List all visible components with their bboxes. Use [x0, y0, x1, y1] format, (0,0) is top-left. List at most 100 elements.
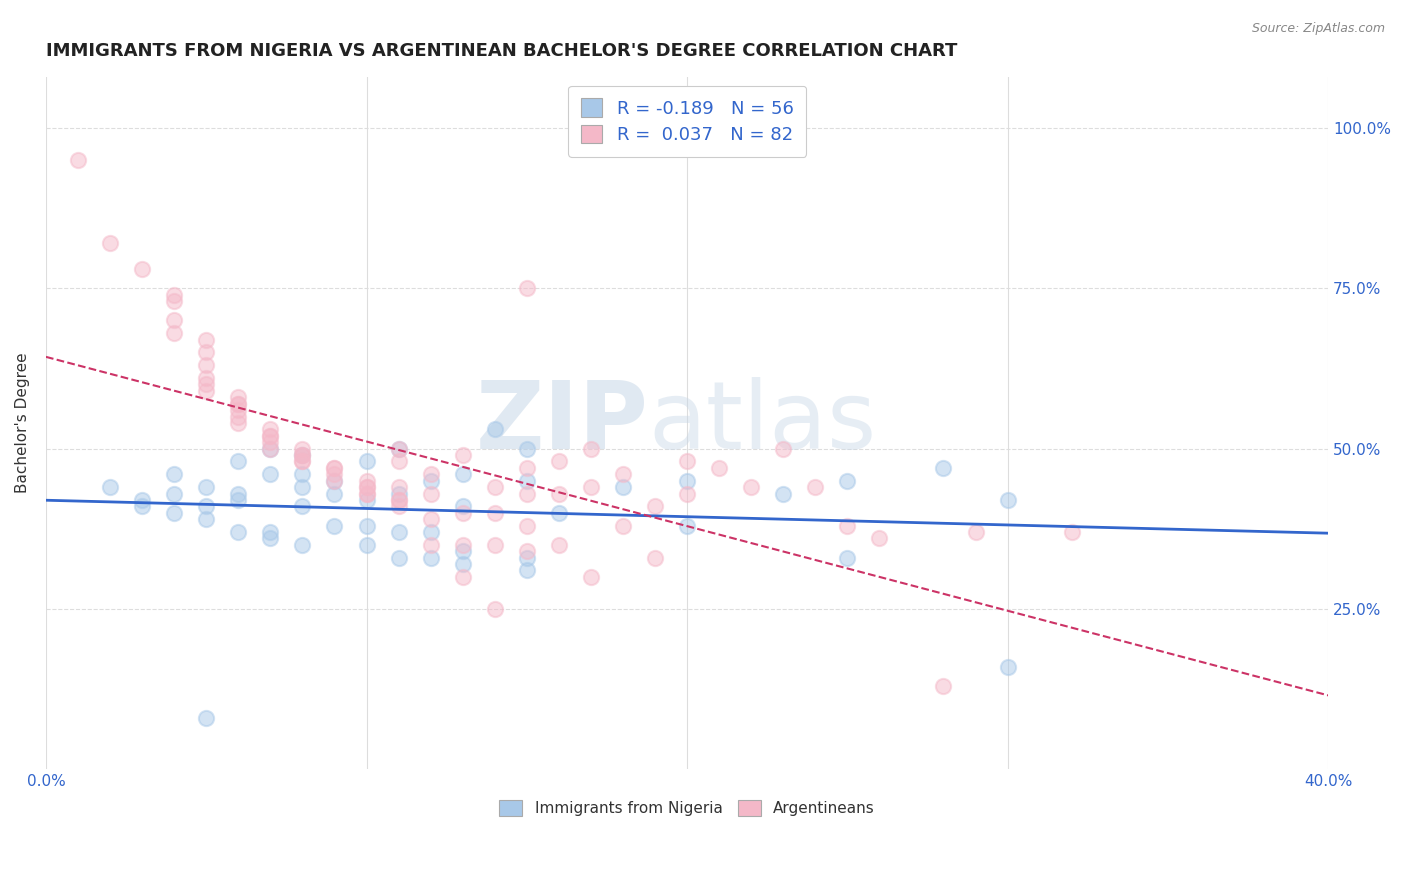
Point [356, 486, 378, 500]
Point [387, 486, 409, 500]
Point [163, 287, 186, 301]
Point [131, 262, 153, 277]
Point [932, 460, 955, 475]
Point [387, 454, 409, 468]
Point [323, 518, 346, 533]
Point [451, 538, 474, 552]
Point [868, 532, 890, 546]
Point [451, 467, 474, 482]
Point [356, 518, 378, 533]
Point [804, 480, 827, 494]
Point [356, 538, 378, 552]
Point [484, 538, 506, 552]
Point [291, 448, 314, 462]
Point [131, 492, 153, 507]
Point [163, 313, 186, 327]
Point [323, 486, 346, 500]
Point [387, 442, 409, 456]
Text: ZIP: ZIP [475, 377, 648, 469]
Point [195, 358, 218, 372]
Point [707, 460, 730, 475]
Point [98, 236, 121, 251]
Point [612, 467, 634, 482]
Point [163, 294, 186, 309]
Point [356, 480, 378, 494]
Point [291, 454, 314, 468]
Point [195, 384, 218, 398]
Point [195, 480, 218, 494]
Point [387, 442, 409, 456]
Point [195, 512, 218, 526]
Point [419, 512, 441, 526]
Point [259, 532, 281, 546]
Point [195, 371, 218, 385]
Point [323, 467, 346, 482]
Point [419, 524, 441, 539]
Point [226, 390, 249, 404]
Point [323, 474, 346, 488]
Point [387, 492, 409, 507]
Point [419, 550, 441, 565]
Point [356, 486, 378, 500]
Point [676, 486, 699, 500]
Point [740, 480, 762, 494]
Point [291, 448, 314, 462]
Point [837, 474, 859, 488]
Point [997, 492, 1019, 507]
Point [291, 480, 314, 494]
Point [676, 474, 699, 488]
Point [579, 480, 602, 494]
Point [451, 506, 474, 520]
Point [484, 602, 506, 616]
Point [226, 492, 249, 507]
Point [772, 442, 794, 456]
Point [516, 460, 538, 475]
Point [419, 486, 441, 500]
Y-axis label: Bachelor's Degree: Bachelor's Degree [15, 352, 30, 493]
Point [516, 486, 538, 500]
Point [259, 442, 281, 456]
Point [195, 500, 218, 514]
Point [356, 454, 378, 468]
Point [484, 480, 506, 494]
Point [612, 480, 634, 494]
Point [451, 448, 474, 462]
Point [676, 518, 699, 533]
Point [612, 518, 634, 533]
Point [387, 480, 409, 494]
Point [226, 409, 249, 424]
Point [195, 333, 218, 347]
Point [98, 480, 121, 494]
Point [131, 500, 153, 514]
Point [772, 486, 794, 500]
Point [163, 467, 186, 482]
Point [547, 486, 569, 500]
Point [259, 467, 281, 482]
Point [163, 486, 186, 500]
Point [484, 422, 506, 436]
Point [195, 711, 218, 725]
Point [451, 557, 474, 571]
Point [291, 442, 314, 456]
Point [291, 538, 314, 552]
Text: atlas: atlas [648, 377, 877, 469]
Point [837, 518, 859, 533]
Point [579, 442, 602, 456]
Point [484, 506, 506, 520]
Point [387, 492, 409, 507]
Point [579, 570, 602, 584]
Point [932, 679, 955, 693]
Point [259, 429, 281, 443]
Point [163, 326, 186, 340]
Text: IMMIGRANTS FROM NIGERIA VS ARGENTINEAN BACHELOR'S DEGREE CORRELATION CHART: IMMIGRANTS FROM NIGERIA VS ARGENTINEAN B… [46, 42, 957, 60]
Point [387, 500, 409, 514]
Point [451, 500, 474, 514]
Point [419, 467, 441, 482]
Point [226, 416, 249, 430]
Point [226, 486, 249, 500]
Point [1060, 524, 1083, 539]
Point [259, 422, 281, 436]
Point [837, 550, 859, 565]
Point [451, 570, 474, 584]
Point [226, 397, 249, 411]
